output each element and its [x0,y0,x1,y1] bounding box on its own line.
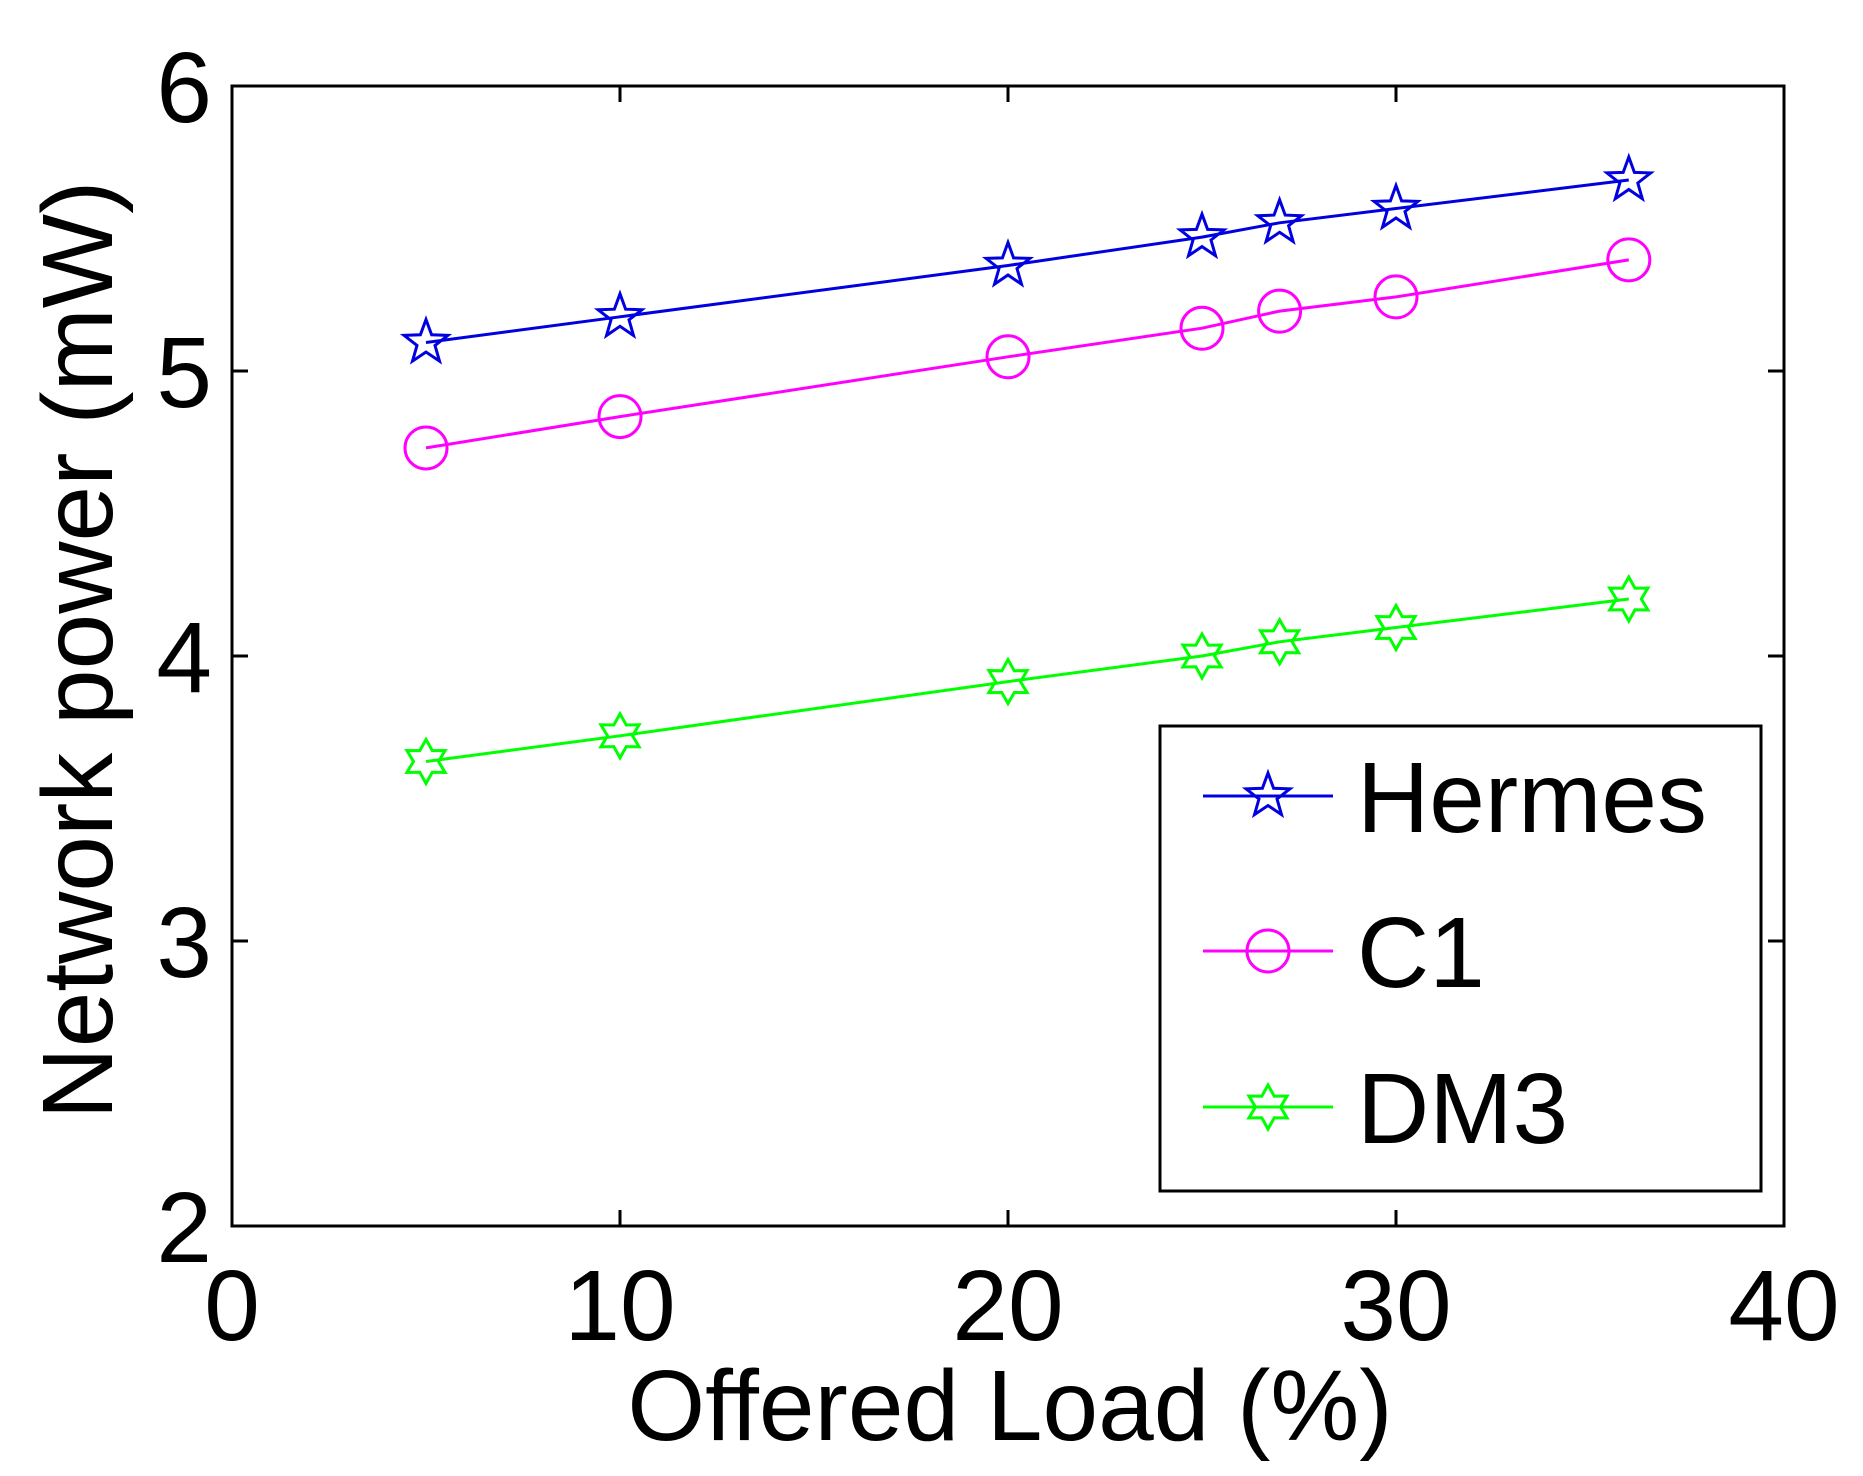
legend-item-c1: C1 [1203,897,1485,1009]
data-point-hermes [1369,181,1423,231]
data-point-hermes [593,289,647,340]
series-line-dm3 [425,597,1629,763]
legend-marker-c1 [1245,928,1291,974]
series-line-hermes [425,178,1629,344]
data-point-dm3 [1374,602,1418,653]
series-hermes [399,152,1655,365]
legend-item-dm3: DM3 [1203,1053,1568,1165]
x-tick-label: 0 [204,1250,260,1362]
y-tick-label: 4 [156,602,212,714]
x-tick-label: 20 [952,1250,1063,1362]
legend-marker-dm3 [1246,1081,1290,1133]
data-point-hermes [399,315,453,365]
data-point-c1 [985,334,1031,380]
legend-marker-hermes [1241,768,1295,819]
data-point-hermes [981,238,1035,288]
y-tick-label: 2 [156,1172,212,1284]
data-point-c1 [1606,237,1652,283]
series-line-c1 [425,258,1630,450]
data-point-dm3 [1607,573,1651,625]
series-layer [399,152,1655,787]
data-point-c1 [1373,274,1419,320]
data-point-dm3 [404,736,448,787]
data-point-c1 [1179,305,1225,351]
x-tick-label: 30 [1340,1250,1451,1362]
y-axis-label: Network power (mW) [22,181,134,1120]
x-tick-label: 10 [564,1250,675,1362]
legend-label-hermes: Hermes [1357,742,1707,854]
y-tick-label: 5 [156,317,212,429]
legend-label-c1: C1 [1357,897,1485,1009]
legend-label-dm3: DM3 [1357,1053,1568,1165]
data-point-dm3 [986,656,1030,707]
y-tick-label: 3 [156,887,212,999]
data-point-c1 [1257,288,1303,334]
data-point-hermes [1175,209,1229,260]
legend-item-hermes: Hermes [1203,742,1707,854]
data-point-c1 [403,425,449,471]
data-point-dm3 [598,710,642,761]
x-axis-label: Offered Load (%) [627,1350,1392,1462]
legend-box [1158,724,1763,1193]
data-point-dm3 [1257,616,1302,667]
x-tick-label: 40 [1728,1250,1839,1362]
series-dm3 [404,573,1651,787]
data-point-c1 [597,394,643,440]
data-point-dm3 [1180,630,1224,682]
y-tick-label: 6 [156,32,212,144]
data-point-hermes [1602,152,1655,203]
data-point-hermes [1253,195,1306,245]
series-c1 [403,237,1652,471]
legend: Hermes C1 DM3 [1158,724,1763,1193]
axes-layer: 0 10 20 30 40 2 3 4 5 6 [156,32,1839,1362]
